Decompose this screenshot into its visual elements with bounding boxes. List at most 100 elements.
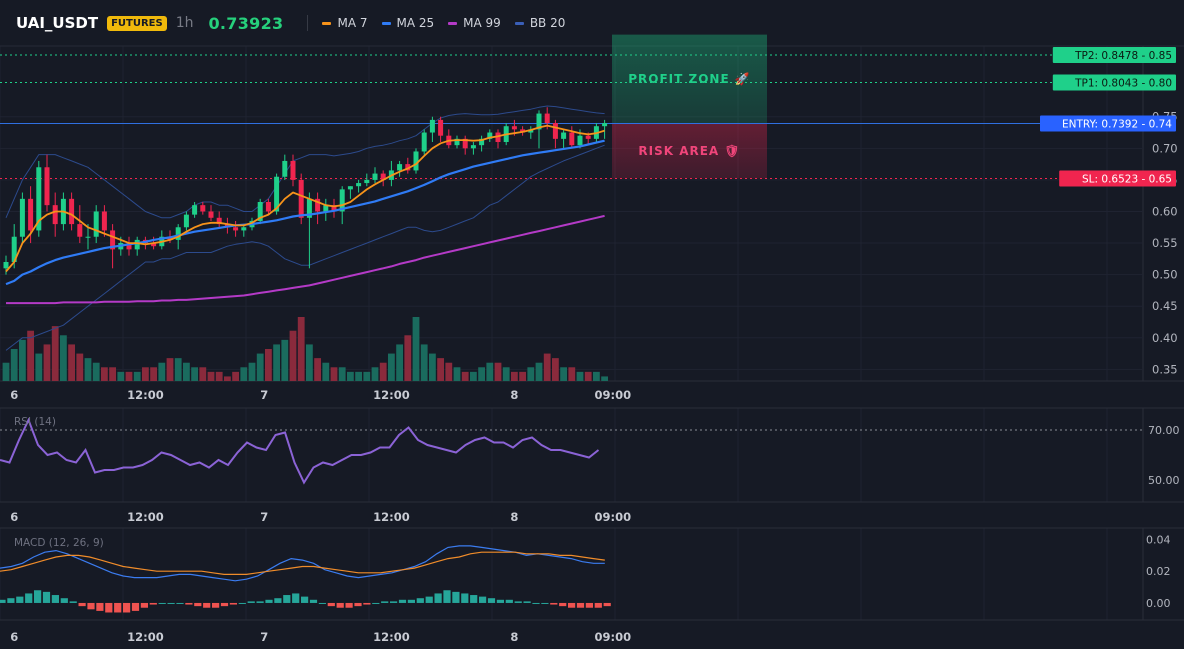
candle-body xyxy=(28,198,34,231)
level-tag-label: TP1: 0.8043 - 0.80 xyxy=(1074,77,1172,89)
legend-ma25[interactable]: MA 25 xyxy=(381,16,434,30)
macd-histogram-bar xyxy=(354,602,362,607)
legend-bb20-swatch xyxy=(514,21,524,25)
macd-line xyxy=(0,545,605,582)
time-axis-label: 8 xyxy=(510,630,518,644)
candle-body xyxy=(585,135,591,139)
macd-histogram-bar xyxy=(0,599,6,603)
candle-body xyxy=(536,113,542,130)
legend-bb20[interactable]: BB 20 xyxy=(514,16,565,30)
macd-histogram-bar xyxy=(114,602,122,613)
ma25-line xyxy=(5,139,605,286)
legend-ma99-label: MA 99 xyxy=(463,16,501,30)
volume-bar xyxy=(601,376,608,381)
profit-zone-label: PROFIT ZONE 🚀 xyxy=(628,72,751,86)
macd-histogram-bar xyxy=(532,602,540,604)
candle-body xyxy=(77,224,83,237)
macd-histogram-bar xyxy=(434,593,442,603)
macd-histogram-bar xyxy=(443,590,451,603)
volume-bar xyxy=(338,367,346,381)
volume-bar xyxy=(453,367,461,381)
legend-ma99[interactable]: MA 99 xyxy=(448,16,501,30)
time-axis-label: 12:00 xyxy=(127,510,164,524)
macd-histogram-bar xyxy=(514,601,522,603)
volume-bar xyxy=(133,371,141,381)
time-axis-label: 12:00 xyxy=(373,510,410,524)
volume-bar xyxy=(297,317,305,381)
macd-histogram-bar xyxy=(345,602,353,608)
candle-body xyxy=(462,138,468,149)
level-tag-label: ENTRY: 0.7392 - 0.74 xyxy=(1062,119,1172,131)
macd-histogram-bar xyxy=(203,602,211,608)
profit-zone xyxy=(612,34,767,124)
candle-body xyxy=(151,243,157,247)
macd-histogram-bar xyxy=(603,602,611,607)
price-tick-label: 0.70 xyxy=(1152,141,1178,155)
macd-histogram-bar xyxy=(16,596,24,603)
volume-bar xyxy=(92,362,100,381)
candle-body xyxy=(126,243,132,250)
volume-bar xyxy=(486,362,494,381)
symbol-name[interactable]: UAI_USDT xyxy=(16,14,99,32)
legend-ma99-swatch xyxy=(448,21,458,25)
volume-bar xyxy=(494,362,502,381)
macd-histogram-bar xyxy=(550,602,558,605)
volume-bar xyxy=(363,371,371,381)
level-tag-label: TP2: 0.8478 - 0.85 xyxy=(1074,50,1172,62)
legend-ma7[interactable]: MA 7 xyxy=(322,16,368,30)
macd-histogram-bar xyxy=(479,596,487,603)
risk-zone-label: RISK AREA 🛡 xyxy=(638,144,740,158)
candle-body xyxy=(69,198,75,225)
macd-histogram-bar xyxy=(505,599,513,603)
macd-histogram-bar xyxy=(292,593,300,603)
last-price: 0.73923 xyxy=(208,13,284,33)
macd-histogram-bar xyxy=(470,595,478,603)
candle-body xyxy=(200,205,206,212)
candle-body xyxy=(233,227,239,231)
macd-histogram-bar xyxy=(407,599,415,603)
candle-body xyxy=(241,227,247,231)
volume-bar xyxy=(420,344,428,381)
macd-histogram-bar xyxy=(309,599,318,603)
volume-bar xyxy=(207,371,215,381)
time-axis-label: 6 xyxy=(10,630,18,644)
volume-bar xyxy=(150,367,157,381)
candle-body xyxy=(183,214,189,228)
timeframe-label[interactable]: 1h xyxy=(175,15,194,31)
rsi-title: RSI (14) xyxy=(14,416,56,428)
time-axis-label: 6 xyxy=(10,388,18,402)
volume-bar xyxy=(281,339,289,381)
price-tick-label: 0.60 xyxy=(1152,204,1178,218)
macd-histogram-bar xyxy=(60,598,68,603)
macd-tick-label: 0.02 xyxy=(1146,565,1171,578)
macd-histogram-bar xyxy=(78,602,86,607)
macd-histogram-bar xyxy=(327,602,335,607)
time-axis-label: 7 xyxy=(260,388,268,402)
candle-body xyxy=(110,230,116,250)
macd-histogram-bar xyxy=(496,599,504,603)
time-axis-label: 8 xyxy=(510,388,518,402)
candle-body xyxy=(438,119,444,136)
time-axis-label: 6 xyxy=(10,510,18,524)
candle-body xyxy=(44,167,50,206)
volume-bar xyxy=(429,353,436,381)
candle-body xyxy=(528,129,534,133)
volume-bar xyxy=(519,371,526,381)
macd-histogram-bar xyxy=(398,599,407,603)
candle-body xyxy=(429,119,435,133)
ma99-line xyxy=(6,214,605,305)
volume-bar xyxy=(60,335,67,381)
candle-body xyxy=(3,262,9,269)
legend-ma25-swatch xyxy=(381,21,391,25)
time-axis-label: 12:00 xyxy=(373,630,410,644)
ma7-line xyxy=(5,124,605,273)
macd-tick-label: 0.04 xyxy=(1146,534,1171,547)
macd-histogram-bar xyxy=(105,602,113,613)
candle-body xyxy=(298,179,304,218)
volume-bar xyxy=(125,371,133,381)
macd-histogram-bar xyxy=(42,591,51,603)
volume-bar xyxy=(273,344,280,381)
volume-bar xyxy=(527,367,535,381)
volume-bar xyxy=(265,349,272,381)
